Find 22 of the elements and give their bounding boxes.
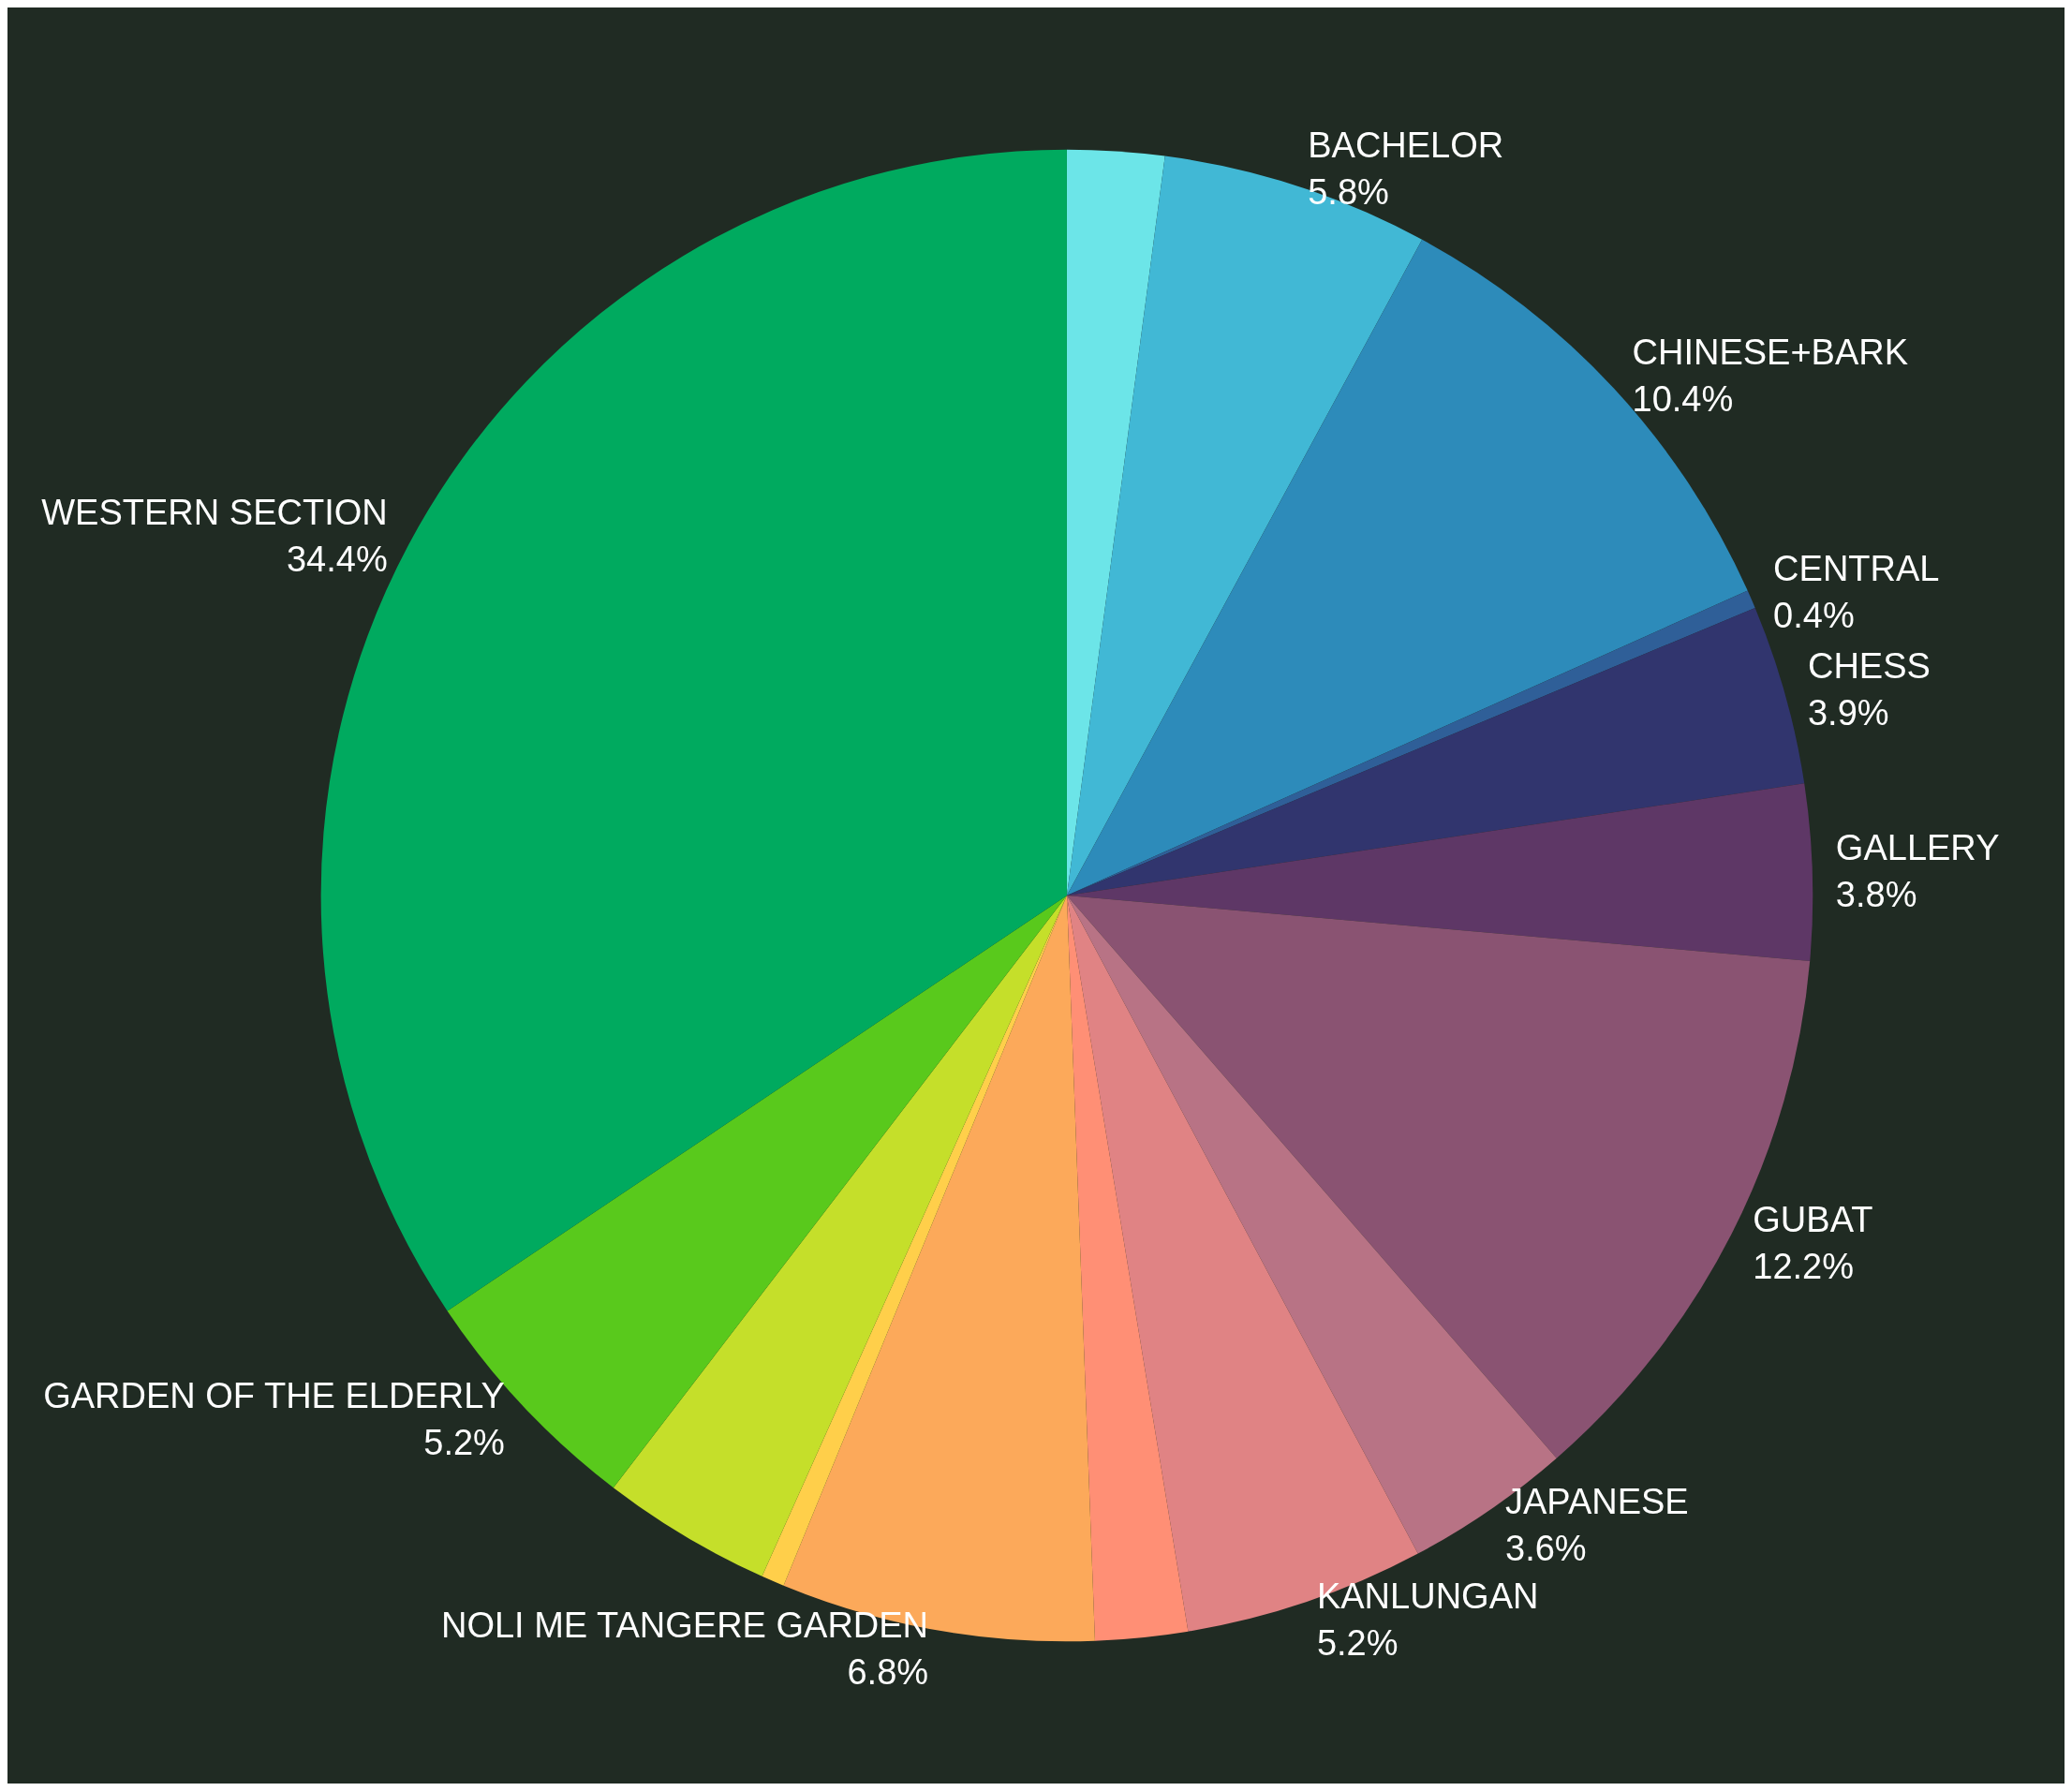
- slice-label: GUBAT: [1753, 1199, 1873, 1239]
- slice-label: CHESS: [1807, 645, 1931, 686]
- slice-label: JAPANESE: [1505, 1482, 1689, 1522]
- data-label: 12.2%: [1753, 1246, 1855, 1286]
- slice-label: GARDEN OF THE ELDERLY: [43, 1375, 505, 1415]
- slice-label: GALLERY: [1835, 828, 2000, 868]
- data-label: 5.2%: [423, 1422, 505, 1462]
- data-label: 3.6%: [1505, 1529, 1587, 1569]
- data-label: 5.2%: [1316, 1623, 1399, 1664]
- data-label: 3.9%: [1807, 692, 1889, 733]
- slice-label: BACHELOR: [1308, 125, 1504, 165]
- data-label: 5.8%: [1308, 171, 1389, 212]
- data-label: 34.4%: [286, 539, 388, 579]
- slice-label: CHINESE+BARK: [1632, 332, 1909, 372]
- data-label: 10.4%: [1632, 378, 1734, 419]
- slice-label: KANLUNGAN: [1316, 1576, 1539, 1617]
- slice-label: WESTERN SECTION: [41, 492, 388, 532]
- slice-label: NOLI ME TANGERE GARDEN: [440, 1605, 929, 1645]
- data-label: 6.8%: [847, 1651, 929, 1692]
- data-label: 3.8%: [1835, 875, 1917, 915]
- data-label: 0.4%: [1773, 595, 1855, 635]
- slice-label: CENTRAL: [1773, 548, 1940, 588]
